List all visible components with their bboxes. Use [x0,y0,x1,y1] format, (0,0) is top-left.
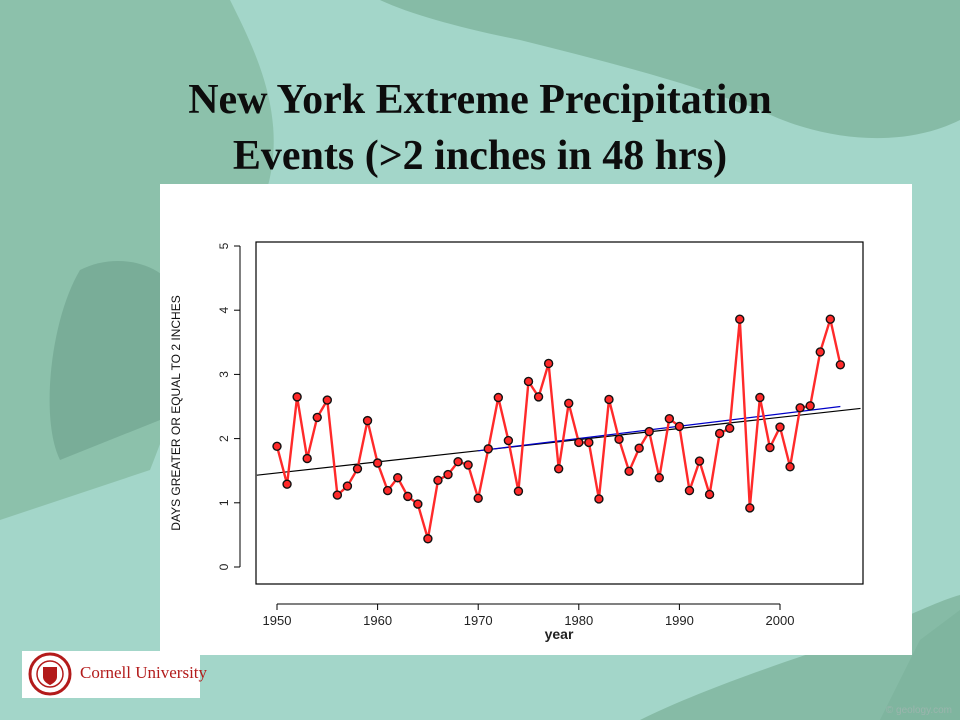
data-point [523,376,534,387]
data-point [694,456,705,466]
x-tick-label: 1990 [665,613,694,628]
data-point [533,392,544,402]
data-point [714,428,725,439]
x-tick-label: 1980 [564,613,593,628]
data-point [805,401,815,411]
data-point [785,462,795,472]
data-point [503,435,514,446]
data-point [553,464,564,474]
data-point [775,422,785,432]
data-point [372,458,383,468]
data-point [473,493,483,504]
logo-name: Cornell University [80,663,208,682]
slide-title-line2: Events (>2 inches in 48 hrs) [232,133,728,179]
data-point [312,412,322,423]
slide-title: New York Extreme Precipitation Events (>… [0,72,960,184]
data-point [362,415,373,426]
data-point [825,314,835,324]
x-tick-label: 2000 [766,613,795,628]
data-point [513,486,524,496]
data-point [413,499,423,509]
data-point [483,444,493,454]
plot-panel: 1950 1960 1970 1980 1990 2000 0 1 2 3 4 5 year DAYS… [160,184,912,655]
data-point [322,395,333,405]
slide-title-line1: New York Extreme Precipitation [188,77,772,123]
trend-line-recent [478,405,841,452]
data-point [594,494,604,504]
land-mid [49,261,180,460]
data-point [292,392,302,402]
data-point [725,423,735,434]
y-tick-label: 4 [217,307,231,314]
data-point [493,392,504,403]
data-point [765,442,775,453]
data-point [634,443,644,453]
data-point [815,347,825,357]
data-point [704,489,715,500]
data-point [443,469,453,480]
x-tick-label: 1970 [464,613,493,628]
data-point [272,441,282,452]
data-point [282,479,292,489]
data-point [543,358,554,369]
data-point [382,485,393,496]
data-point [735,314,745,324]
y-tick-label: 1 [217,499,231,506]
precipitation-chart: 1950 1960 1970 1980 1990 2000 0 1 2 3 4 5 year DAYS… [169,241,864,642]
y-tick-label: 5 [217,242,231,249]
data-point [795,403,805,413]
data-point [604,394,614,405]
y-tick-label: 3 [217,371,231,378]
data-point [624,466,634,477]
data-point [664,413,675,424]
data-point [564,398,574,408]
data-point [614,434,624,444]
data-point [403,491,413,502]
data-point [332,490,343,500]
y-axis-label: DAYS GREATER OR EQUAL TO 2 INCHES [169,295,183,530]
data-point [453,457,463,467]
land-bottom-strip [880,610,960,720]
axes: 1950 1960 1970 1980 1990 2000 0 1 2 3 4 5 [217,242,794,628]
data-point [463,460,473,470]
y-tick-label: 2 [217,435,231,442]
x-axis-label: year [545,626,574,642]
image-credit: © geology.com [885,705,952,716]
land-top-right [380,0,960,139]
data-series [272,314,846,544]
data-point [755,392,765,403]
y-tick-label: 0 [217,563,231,570]
series-line [275,317,842,540]
data-point [584,437,594,448]
cornell-logo: Cornell University [22,651,207,698]
data-point [352,464,363,474]
plot-frame [255,241,864,585]
data-point [644,426,654,437]
x-tick-label: 1950 [263,613,292,628]
data-point [393,473,403,483]
data-point [342,481,353,491]
data-point [433,475,443,486]
land-bottom-right [640,595,960,720]
data-point [302,453,312,464]
data-point [674,421,685,432]
x-tick-label: 1960 [363,613,392,628]
data-point [574,437,584,448]
data-point [654,473,664,483]
cornell-seal-icon [28,652,72,696]
data-point [745,503,755,513]
data-point [423,534,433,544]
data-point [684,485,695,496]
data-point [835,360,846,370]
